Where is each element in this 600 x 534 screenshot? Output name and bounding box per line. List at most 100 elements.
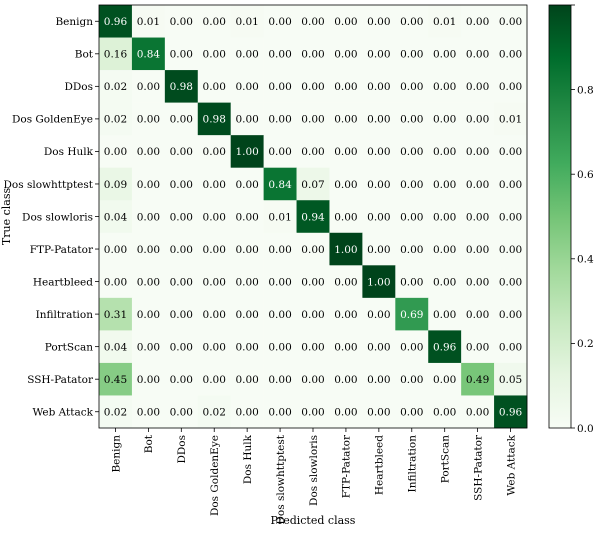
cell-value-label: 0.00 — [170, 341, 193, 353]
cell-value-label: 0.00 — [466, 146, 489, 158]
cell-value-label: 0.00 — [466, 407, 489, 419]
cell-value-label: 0.00 — [170, 276, 193, 288]
cell-dos-goldeneye-portscan — [428, 102, 462, 136]
cell-heartbleed-web-attack — [494, 265, 528, 299]
cell-portscan-dos-goldeneye — [197, 330, 231, 364]
cell-dos-slowhttptest-infiltration — [395, 167, 429, 201]
cell-ddos-web-attack — [494, 70, 528, 103]
cell-value-label: 0.00 — [400, 49, 423, 61]
cell-value-label: 0.00 — [334, 407, 357, 419]
cell-ssh-patator-bot — [131, 362, 166, 396]
cell-value-label: 0.02 — [104, 407, 127, 419]
cell-value-label: 0.00 — [170, 309, 193, 321]
cell-value-label: 0.00 — [203, 179, 226, 191]
cell-value-label: 0.00 — [400, 407, 423, 419]
cell-bot-ddos — [164, 37, 199, 71]
x-tick-label-dos-hulk: Dos Hulk — [242, 434, 254, 484]
cell-portscan-infiltration — [395, 330, 429, 364]
x-tick-label-dos-slowloris: Dos slowloris — [308, 435, 320, 506]
cell-value-label: 0.00 — [235, 81, 258, 93]
cell-ssh-patator-dos-slowhttptest — [263, 362, 297, 396]
cell-benign-bot — [131, 5, 166, 38]
cell-ssh-patator-dos-slowloris — [296, 362, 330, 396]
x-tick-label-heartbleed: Heartbleed — [374, 435, 386, 495]
cell-value-label: 0.00 — [367, 374, 390, 386]
cell-value-label: 0.00 — [104, 244, 127, 256]
x-tick-label-benign: Benign — [110, 435, 122, 473]
cell-value-label: 0.00 — [203, 309, 226, 321]
cell-dos-slowhttptest-ddos — [164, 167, 199, 201]
cell-value-label: 0.00 — [137, 114, 160, 126]
cell-dos-slowloris-benign — [99, 200, 133, 234]
cell-benign-ssh-patator — [461, 5, 495, 38]
cell-ssh-patator-portscan — [428, 362, 462, 396]
cell-ddos-ssh-patator — [461, 70, 495, 103]
cell-value-label: 0.00 — [400, 244, 423, 256]
cell-dos-hulk-ddos — [164, 135, 199, 168]
cell-value-label: 0.00 — [137, 211, 160, 223]
cell-value-label: 0.04 — [104, 341, 128, 353]
cell-dos-slowloris-dos-goldeneye — [197, 200, 231, 234]
cell-value-label: 0.02 — [104, 81, 127, 93]
cell-web-attack-dos-hulk — [230, 395, 264, 429]
cell-value-label: 0.00 — [235, 114, 258, 126]
cell-bot-bot — [131, 37, 166, 71]
cell-heartbleed-dos-slowhttptest — [263, 265, 297, 299]
cell-ddos-benign — [99, 70, 133, 103]
cell-ftp-patator-ssh-patator — [461, 232, 495, 266]
cell-dos-goldeneye-web-attack — [494, 102, 528, 136]
cell-value-label: 0.96 — [499, 407, 523, 419]
cell-value-label: 0.00 — [466, 276, 489, 288]
cell-web-attack-benign — [99, 395, 133, 429]
cell-value-label: 0.00 — [170, 211, 193, 223]
x-tick-label-ftp-patator: FTP-Patator — [341, 434, 353, 498]
cell-bot-web-attack — [494, 37, 528, 71]
cell-ddos-portscan — [428, 70, 462, 103]
cell-value-label: 0.00 — [104, 146, 127, 158]
cell-value-label: 0.00 — [367, 407, 390, 419]
cell-value-label: 0.09 — [104, 179, 127, 191]
cell-ftp-patator-benign — [99, 232, 133, 266]
cell-dos-slowloris-ssh-patator — [461, 200, 495, 234]
cell-dos-hulk-ftp-patator — [329, 135, 363, 168]
cell-value-label: 0.00 — [203, 211, 226, 223]
cell-value-label: 0.00 — [301, 146, 324, 158]
cell-dos-slowhttptest-dos-slowhttptest — [263, 167, 297, 201]
cell-value-label: 0.00 — [466, 16, 489, 28]
cell-value-label: 0.00 — [137, 341, 160, 353]
cell-value-label: 0.00 — [334, 341, 357, 353]
cell-value-label: 0.00 — [334, 179, 357, 191]
cell-dos-hulk-heartbleed — [362, 135, 396, 168]
y-tick-label-dos-slowhttptest: Dos slowhttptest — [4, 179, 94, 191]
cell-web-attack-dos-goldeneye — [197, 395, 231, 429]
cell-dos-slowloris-portscan — [428, 200, 462, 234]
cell-value-label: 0.01 — [268, 211, 291, 223]
y-tick-label-ftp-patator: FTP-Patator — [30, 244, 94, 256]
cell-dos-slowhttptest-dos-slowloris — [296, 167, 330, 201]
cell-web-attack-portscan — [428, 395, 462, 429]
cell-ftp-patator-dos-goldeneye — [197, 232, 231, 266]
cell-value-label: 0.00 — [301, 407, 324, 419]
cell-ssh-patator-ftp-patator — [329, 362, 363, 396]
cell-bot-portscan — [428, 37, 462, 71]
cell-value-label: 0.00 — [367, 211, 390, 223]
cell-value-label: 0.16 — [104, 49, 128, 61]
cell-dos-goldeneye-infiltration — [395, 102, 429, 136]
cell-heartbleed-portscan — [428, 265, 462, 299]
cell-heartbleed-heartbleed — [362, 265, 396, 299]
cell-value-label: 0.00 — [367, 179, 390, 191]
cell-value-label: 0.00 — [301, 341, 324, 353]
cell-value-label: 0.00 — [433, 374, 456, 386]
cell-value-label: 0.00 — [499, 81, 522, 93]
cell-ftp-patator-infiltration — [395, 232, 429, 266]
cell-dos-goldeneye-ddos — [164, 102, 199, 136]
cell-value-label: 0.84 — [268, 179, 292, 191]
cell-value-label: 0.00 — [433, 211, 456, 223]
cell-dos-slowloris-web-attack — [494, 200, 528, 234]
cell-value-label: 0.00 — [268, 114, 291, 126]
cell-value-label: 0.00 — [466, 49, 489, 61]
cell-value-label: 0.00 — [433, 407, 456, 419]
cell-benign-heartbleed — [362, 5, 396, 38]
cell-bot-infiltration — [395, 37, 429, 71]
cell-ddos-dos-hulk — [230, 70, 264, 103]
